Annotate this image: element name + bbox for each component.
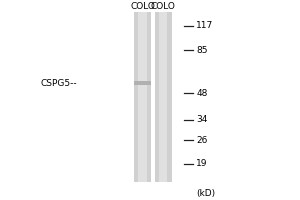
Text: COLO: COLO [130, 2, 155, 11]
Bar [134, 12, 151, 182]
Text: 85: 85 [196, 46, 208, 55]
Text: 26: 26 [196, 136, 207, 145]
Bar [155, 12, 172, 182]
Bar [159, 12, 167, 182]
Text: 48: 48 [196, 89, 207, 98]
Text: 34: 34 [196, 115, 207, 124]
Bar [134, 81, 151, 85]
Text: 19: 19 [196, 159, 208, 168]
Text: 117: 117 [196, 21, 213, 30]
Text: COLO: COLO [151, 2, 176, 11]
Bar [139, 12, 147, 182]
Text: CSPG5--: CSPG5-- [40, 79, 77, 88]
Text: (kD): (kD) [196, 189, 215, 198]
